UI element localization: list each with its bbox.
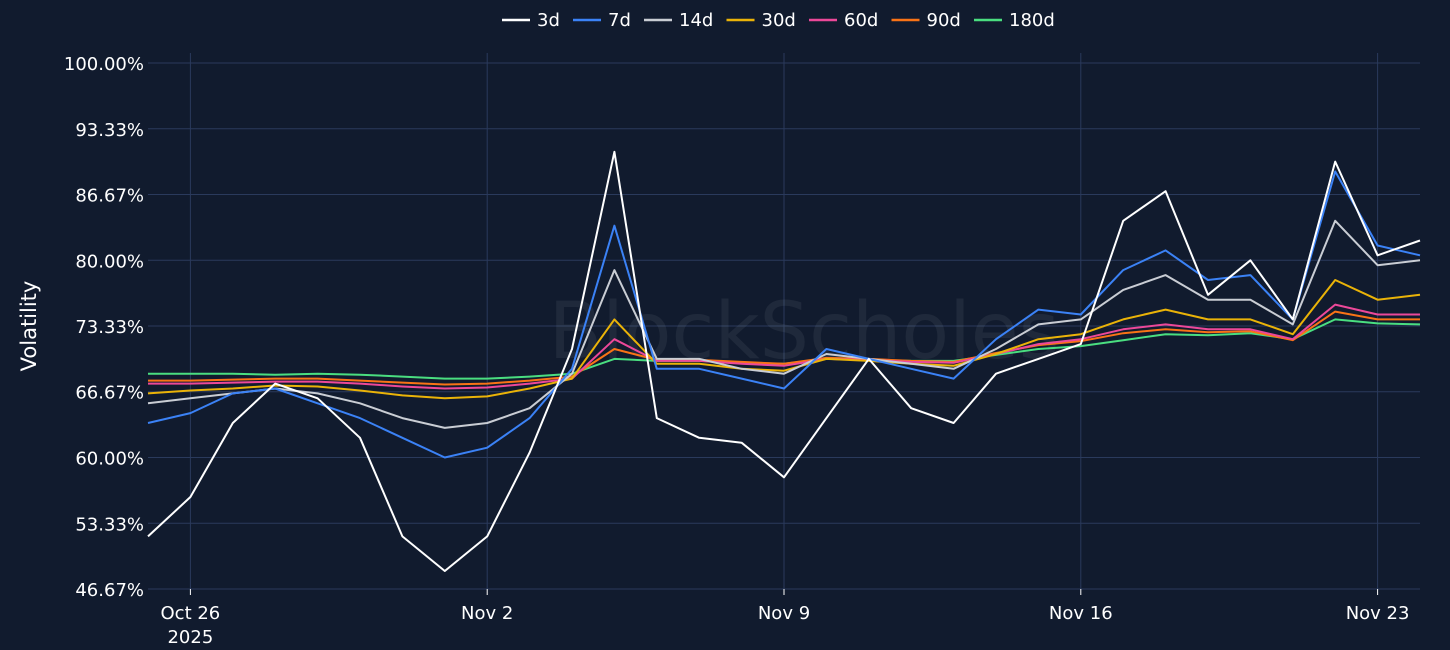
y-tick-label: 93.33%	[75, 120, 144, 141]
series-line-30d	[147, 279, 1421, 400]
x-tick-label: Nov 9	[758, 603, 810, 624]
y-axis-title: Volatility	[17, 281, 41, 372]
y-tick-label: 73.33%	[75, 317, 144, 338]
legend-label-30d: 30d	[762, 10, 796, 31]
x-tick-label: Nov 23	[1346, 603, 1410, 624]
x-axis-ticks: Oct 26 2025 Nov 2 Nov 9 Nov 16 Nov 23	[161, 589, 1410, 648]
x-tick-sublabel: 2025	[167, 627, 213, 648]
legend: 3d 7d 14d 30d 60d 90d 180d	[502, 10, 1055, 31]
x-tick-label: Oct 26	[161, 603, 221, 624]
series-line-14d	[147, 219, 1421, 429]
legend-label-3d: 3d	[537, 10, 560, 31]
series-line-3d	[147, 150, 1421, 572]
legend-label-14d: 14d	[679, 10, 713, 31]
series-line-7d	[147, 170, 1421, 459]
y-tick-label: 86.67%	[75, 185, 144, 206]
legend-label-60d: 60d	[844, 10, 878, 31]
y-tick-label: 60.00%	[75, 449, 144, 470]
y-tick-label: 80.00%	[75, 251, 144, 272]
y-tick-label: 53.33%	[75, 514, 144, 535]
grid-lines	[148, 53, 1420, 590]
legend-label-180d: 180d	[1009, 10, 1055, 31]
legend-label-7d: 7d	[608, 10, 631, 31]
x-tick-label: Nov 16	[1049, 603, 1113, 624]
legend-label-90d: 90d	[927, 10, 961, 31]
y-tick-label: 100.00%	[64, 54, 144, 75]
y-axis-ticks: 46.67% 53.33% 60.00% 66.67% 73.33% 80.00% 86.6…	[64, 54, 144, 601]
series-line-90d	[148, 310, 1420, 386]
x-tick-label: Nov 2	[461, 603, 513, 624]
y-tick-label: 66.67%	[75, 383, 144, 404]
series-lines	[147, 150, 1421, 572]
series-line-60d	[148, 303, 1420, 390]
y-tick-label: 46.67%	[75, 580, 144, 601]
